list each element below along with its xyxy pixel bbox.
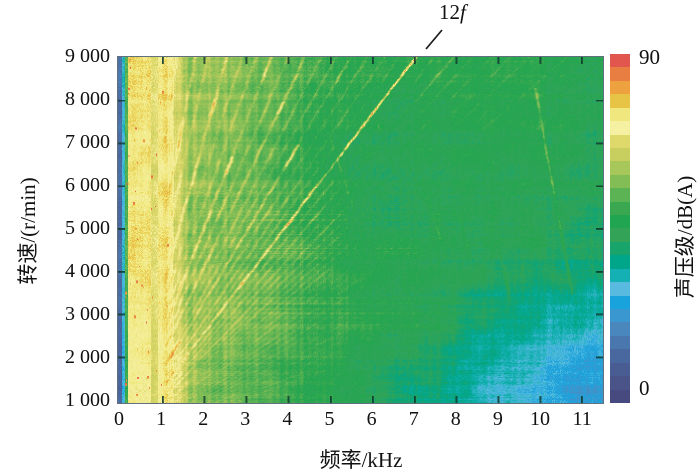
colorbar-block	[610, 362, 630, 377]
colorbar-block	[610, 349, 630, 363]
y-tick-label: 5 000	[65, 217, 110, 240]
colorbar-title: 声压级/dB(A)	[673, 175, 697, 299]
y-tick-label: 3 000	[65, 303, 110, 326]
annotation-symbol: f	[460, 0, 466, 24]
colorbar-block	[610, 376, 630, 390]
x-tick-label: 2	[198, 408, 209, 430]
y-tick-label: 6 000	[65, 174, 110, 197]
colorbar-block	[610, 322, 630, 336]
colorbar-block	[610, 309, 630, 323]
colorbar-block	[610, 134, 630, 148]
x-tick-label: 6	[366, 408, 377, 430]
x-tick-label: 9	[492, 408, 503, 430]
x-tick-label: 10	[530, 408, 550, 430]
colorbar-block	[610, 389, 630, 403]
colorbar-block	[610, 161, 630, 175]
colorbar-block	[610, 268, 630, 283]
x-tick-label: 5	[324, 408, 335, 430]
x-tick-label: 11	[572, 408, 592, 430]
colorbar-block	[610, 121, 630, 135]
x-tick-label: 0	[114, 408, 124, 430]
x-axis-title: 频率/kHz	[319, 448, 403, 472]
colorbar-block	[610, 295, 630, 310]
colorbar-max-label: 90	[639, 45, 660, 69]
spectrogram-canvas	[117, 56, 604, 404]
y-tick-label: 1 000	[65, 389, 110, 412]
colorbar-block	[610, 80, 630, 95]
x-tick-label: 4	[282, 408, 293, 430]
y-tick-label: 8 000	[65, 88, 110, 111]
x-tick-label: 1	[156, 408, 167, 430]
y-tick-label: 9 000	[65, 45, 110, 67]
colorbar-block	[610, 335, 630, 350]
colorbar-block	[610, 201, 630, 216]
x-tick-label: 3	[240, 408, 251, 430]
colorbar-block	[610, 188, 630, 202]
colorbar-block	[610, 107, 630, 122]
colorbar	[610, 54, 630, 403]
y-tick-label: 2 000	[65, 346, 110, 369]
colorbar-block	[610, 67, 630, 81]
colorbar-block	[610, 215, 630, 229]
annotation-number: 12	[439, 0, 460, 24]
colorbar-block	[610, 241, 630, 256]
colorbar-block	[610, 282, 630, 296]
x-tick-label: 7	[408, 408, 419, 430]
colorbar-block	[610, 255, 630, 269]
y-tick-label: 7 000	[65, 131, 110, 154]
colorbar-block	[610, 54, 630, 68]
x-tick-label: 8	[450, 408, 461, 430]
colorbar-min-label: 0	[639, 376, 650, 400]
y-tick-label: 4 000	[65, 260, 110, 283]
colorbar-block	[610, 174, 630, 189]
order-line-annotation: 12f	[439, 0, 466, 25]
colorbar-block	[610, 94, 630, 108]
y-axis-title: 转速/(r/min)	[16, 177, 40, 285]
colorbar-block	[610, 147, 630, 162]
colorbar-block	[610, 228, 630, 242]
